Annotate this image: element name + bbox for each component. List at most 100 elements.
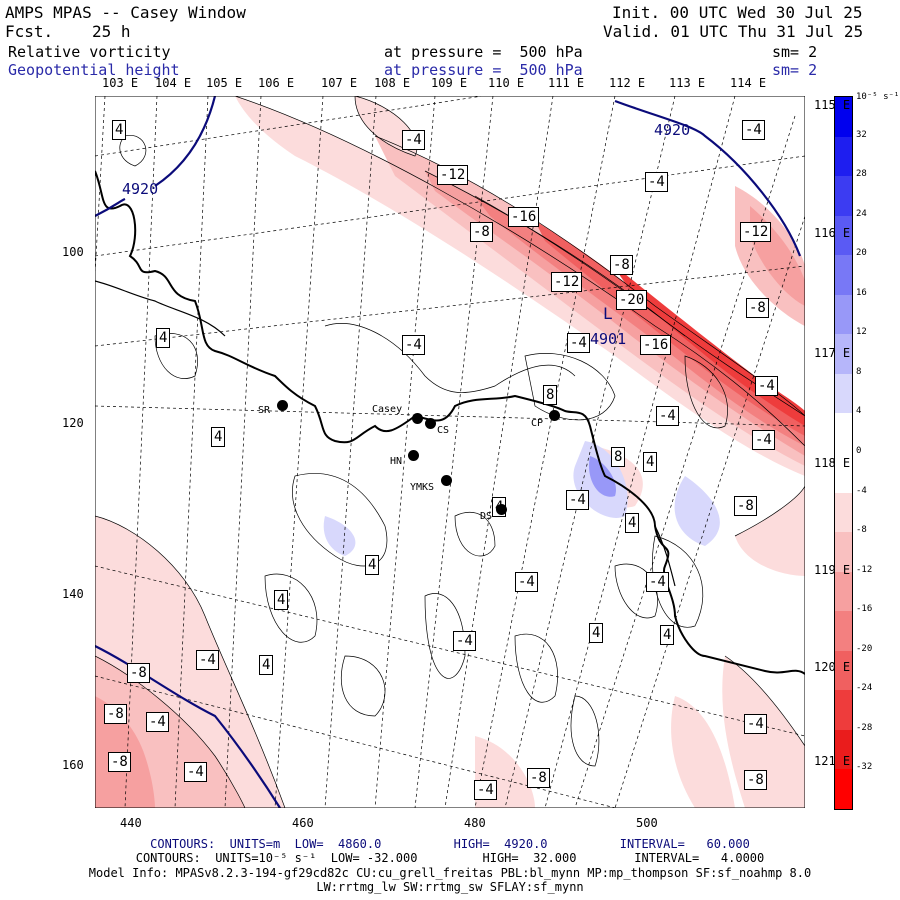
colorbar <box>834 96 853 810</box>
vorticity-contour-label: -4 <box>402 335 425 355</box>
vorticity-shading <box>95 96 805 808</box>
field1-name: Relative vorticity <box>8 43 171 61</box>
model-title: AMPS MPAS -- Casey Window <box>5 3 246 22</box>
vorticity-contour-label: -4 <box>646 572 669 592</box>
vorticity-contour-label: 4 <box>274 590 289 610</box>
vorticity-contour-label: -4 <box>742 120 765 140</box>
coastline <box>95 170 805 675</box>
colorbar-segment <box>835 136 852 177</box>
lon-label: 103 E <box>102 76 139 90</box>
low-marker: L <box>603 304 613 323</box>
vorticity-contour-label: -8 <box>108 752 131 772</box>
station-label: DS <box>480 511 493 522</box>
colorbar-segment <box>835 215 852 256</box>
colorbar-tick-label: 28 <box>856 169 867 180</box>
colorbar-tick-label: 24 <box>856 208 867 219</box>
x-tick-label: 500 <box>636 816 658 830</box>
y-tick-label: 160 <box>62 758 84 772</box>
vorticity-contour-label: -12 <box>437 165 469 185</box>
field2-name: Geopotential height <box>8 61 180 79</box>
vorticity-contour-label: 4 <box>589 623 604 643</box>
lon-label: 114 E <box>730 76 767 90</box>
vorticity-contour-label: -8 <box>127 663 150 683</box>
vorticity-contour-label: 4 <box>643 452 658 472</box>
lon-label: 108 E <box>374 76 411 90</box>
vorticity-contour-label: -4 <box>196 650 219 670</box>
x-tick-label: 460 <box>292 816 314 830</box>
colorbar-tick-label: 32 <box>856 129 867 140</box>
lon-label: 113 E <box>669 76 706 90</box>
colorbar-segment <box>835 492 852 533</box>
station-label: CP <box>531 418 544 429</box>
colorbar-tick-label: 12 <box>856 327 867 338</box>
colorbar-tick-label: -8 <box>856 525 867 536</box>
right-lon-label: 120 E <box>814 660 851 674</box>
lon-label: 112 E <box>609 76 646 90</box>
y-tick-label: 100 <box>62 245 84 259</box>
height-contour-info: CONTOURS: UNITS=m LOW= 4860.0 HIGH= 4920… <box>150 837 750 851</box>
lon-label: 107 E <box>321 76 358 90</box>
field2-smoothing: sm= 2 <box>772 61 818 79</box>
right-lon-label: 121 E <box>814 754 851 768</box>
vorticity-contour-label: -4 <box>146 712 169 732</box>
vorticity-contour-label: 4 <box>112 120 127 140</box>
station-label: SR <box>258 405 271 416</box>
colorbar-tick-label: -24 <box>856 683 873 694</box>
station-label: CS <box>437 425 450 436</box>
valid-time: Valid. 01 UTC Thu 31 Jul 25 <box>603 22 864 41</box>
forecast-hour: 25 h <box>92 22 131 41</box>
right-lon-label: 119 E <box>814 563 851 577</box>
vorticity-contour-label: -4 <box>515 572 538 592</box>
vorticity-contour-label: -4 <box>656 406 679 426</box>
station-marker <box>441 475 452 486</box>
vorticity-contour-label: -4 <box>755 376 778 396</box>
vorticity-contour-label: 4 <box>365 555 380 575</box>
right-lon-label: 115 E <box>814 98 851 112</box>
lon-label: 110 E <box>488 76 525 90</box>
vorticity-contour-label: -4 <box>453 631 476 651</box>
vorticity-contour-label: -8 <box>746 298 769 318</box>
vorticity-contour-label: -8 <box>734 496 757 516</box>
colorbar-tick-label: -16 <box>856 604 873 615</box>
vorticity-contour-label: -4 <box>744 714 767 734</box>
x-tick-label: 480 <box>464 816 486 830</box>
vorticity-contour-label: 4 <box>156 328 171 348</box>
height-label: 4901 <box>590 330 627 348</box>
vorticity-contour-label: -4 <box>402 130 425 150</box>
vorticity-contour-label: -4 <box>645 172 668 192</box>
colorbar-segment <box>835 571 852 612</box>
y-tick-label: 140 <box>62 587 84 601</box>
height-label: 4920 <box>654 121 691 139</box>
colorbar-segment <box>835 176 852 216</box>
vorticity-contour-label: -8 <box>470 222 493 242</box>
station-label: Casey <box>372 404 403 415</box>
vorticity-contour-label: -12 <box>740 222 772 242</box>
colorbar-segment <box>835 413 852 453</box>
colorbar-segment <box>835 453 852 493</box>
vorticity-contour-label: 8 <box>611 447 626 467</box>
vorticity-contour-label: 4 <box>259 655 274 675</box>
vorticity-contour-label: 4 <box>625 513 640 533</box>
x-tick-label: 440 <box>120 816 142 830</box>
colorbar-segment <box>835 611 852 651</box>
colorbar-segment <box>835 294 852 335</box>
right-lon-label: 118 E <box>814 456 851 470</box>
colorbar-tick-label: 0 <box>856 446 862 456</box>
station-marker <box>412 413 423 424</box>
vorticity-contour-info: CONTOURS: UNITS=10⁻⁵ s⁻¹ LOW= -32.000 HI… <box>135 851 765 865</box>
colorbar-tick-label: -4 <box>856 485 867 496</box>
colorbar-segment <box>835 373 852 414</box>
colorbar-segment <box>835 97 852 137</box>
vorticity-contour-label: 8 <box>543 385 558 405</box>
lon-label: 105 E <box>206 76 243 90</box>
vorticity-contour-label: -12 <box>551 272 583 292</box>
colorbar-tick-label: -12 <box>856 564 873 575</box>
model-info: Model Info: MPASv8.2.3-194-gf29cd82c CU:… <box>88 866 812 880</box>
init-time: Init. 00 UTC Wed 30 Jul 25 <box>612 3 863 22</box>
forecast-label: Fcst. <box>5 22 54 41</box>
y-tick-label: 120 <box>62 416 84 430</box>
station-label: HN <box>390 456 403 467</box>
vorticity-contour-label: -4 <box>567 333 590 353</box>
lon-label: 109 E <box>431 76 468 90</box>
colorbar-tick-label: 20 <box>856 248 867 259</box>
